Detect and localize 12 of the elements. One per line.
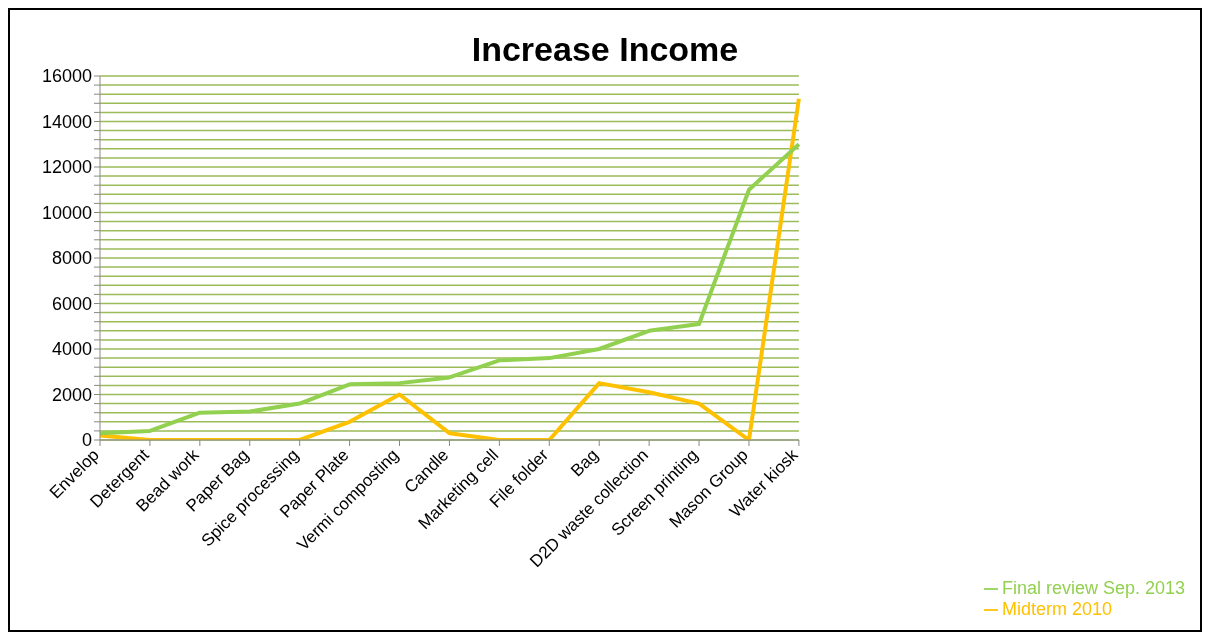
y-tick-label: 0 [81,430,92,451]
chart-title: Increase Income [471,30,739,68]
y-tick-label: 2000 [51,384,92,405]
y-tick-label: 8000 [51,248,92,269]
legend-label: Midterm 2010 [1001,599,1112,619]
y-tick-label: 14000 [41,111,92,132]
y-tick-label: 12000 [41,157,92,178]
y-tick-label: 4000 [51,339,92,360]
y-tick-label: 6000 [51,293,92,314]
y-tick-label: 10000 [41,202,92,223]
legend-label: Final review Sep. 2013 [1001,578,1185,598]
y-tick-label: 16000 [41,66,92,87]
